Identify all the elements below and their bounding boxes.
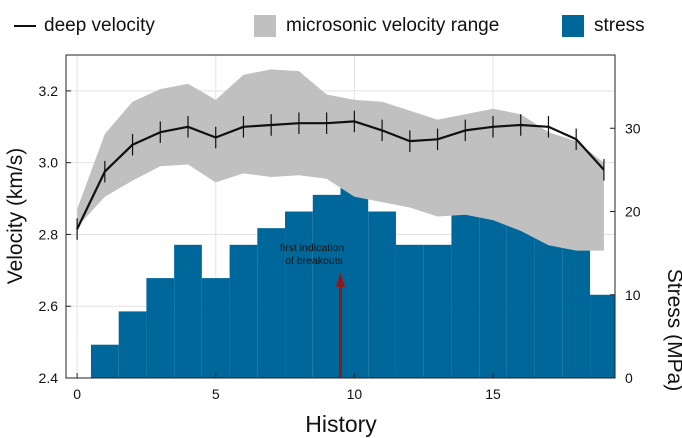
x-tick-label: 5 — [212, 386, 220, 402]
annotation-line-1: first indication — [280, 242, 344, 254]
deep-velocity-line — [76, 110, 605, 240]
stress-bar — [146, 278, 175, 378]
stress-bars — [90, 144, 615, 378]
x-tick-label: 0 — [73, 386, 81, 402]
x-tick-label: 15 — [485, 386, 501, 402]
stress-bar — [201, 278, 230, 378]
stress-bar — [118, 311, 147, 378]
x-axis-title: History — [305, 411, 377, 437]
breakout-annotation: first indication of breakouts — [280, 242, 345, 378]
stress-bar — [285, 211, 313, 378]
stress-bar — [590, 294, 615, 378]
stress-bar — [423, 244, 452, 378]
x-tick-label: 10 — [347, 386, 363, 402]
plot-frame — [65, 54, 616, 379]
stress-bar — [368, 211, 396, 378]
stress-bar — [451, 211, 480, 378]
y2-tick-label: 30 — [625, 120, 641, 136]
stress-bar — [174, 244, 202, 378]
annotation-line-2: of breakouts — [285, 255, 343, 267]
velocity-range-area — [77, 69, 604, 251]
legend-item-velocity-range: microsonic velocity range — [254, 12, 499, 40]
stress-bar — [340, 178, 369, 378]
breakout-arrow-head — [336, 272, 345, 287]
stress-bar — [395, 244, 424, 378]
y-axis-title: Velocity (km/s) — [4, 148, 27, 285]
y2-axis-title: Stress (MPa) — [663, 269, 682, 392]
y2-tick-label: 20 — [625, 204, 641, 220]
range-swatch — [254, 15, 276, 37]
legend-item-stress: stress — [562, 12, 645, 40]
velocity-range-band — [77, 69, 604, 251]
y-tick-label: 2.6 — [39, 298, 59, 314]
y-tick-label: 3.0 — [39, 155, 59, 171]
stress-swatch — [562, 15, 584, 37]
stress-bar — [90, 344, 119, 378]
legend-label-deep-velocity: deep velocity — [44, 15, 155, 36]
deep-velocity-path — [76, 120, 605, 230]
axis-ticks: 0 5 10 15 2.4 2.6 2.8 3.0 3.2 0 10 20 30 — [39, 83, 641, 402]
legend-item-deep-velocity: deep velocity — [14, 12, 155, 40]
y-tick-label: 3.2 — [39, 83, 59, 99]
legend-label-velocity-range: microsonic velocity range — [286, 15, 500, 36]
stress-bar — [229, 244, 258, 378]
y2-tick-label: 0 — [625, 370, 633, 386]
y-tick-label: 2.8 — [39, 226, 59, 242]
y2-tick-label: 10 — [625, 287, 641, 303]
stress-bar — [257, 228, 286, 378]
line-swatch — [14, 25, 36, 27]
legend-label-stress: stress — [594, 15, 645, 36]
y-tick-label: 2.4 — [39, 370, 59, 386]
stress-bar — [312, 194, 341, 378]
